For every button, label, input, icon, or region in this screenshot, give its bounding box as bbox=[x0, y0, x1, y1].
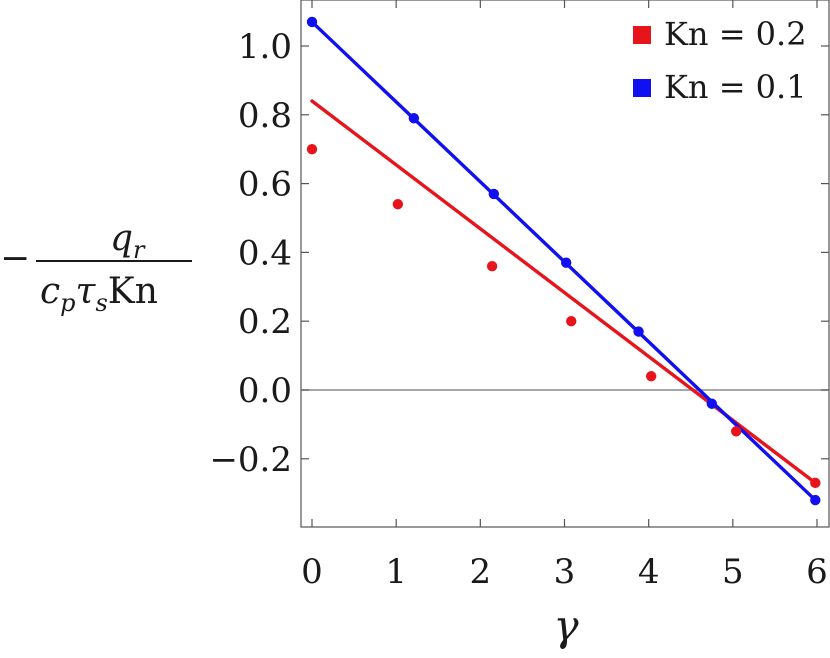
x-tick-label: 4 bbox=[638, 552, 660, 592]
y-label-denominator: cpτsKn bbox=[40, 271, 158, 317]
x-tick-label: 1 bbox=[385, 552, 407, 592]
data-point-kn-0.2 bbox=[731, 426, 742, 437]
axis-ticks: 0 1 2 3 4 5 6 −0.2 0.0 0.2 0.4 0.6 0.8 1.0 bbox=[209, 0, 829, 592]
y-label-numerator: qr bbox=[110, 218, 146, 264]
data-point-kn-0.1 bbox=[706, 398, 717, 409]
y-axis-label: − qr cpτsKn bbox=[0, 218, 192, 317]
data-point-kn-0.2 bbox=[566, 316, 577, 327]
fit-line-kn-0.2 bbox=[310, 99, 818, 485]
y-tick-label: 0.0 bbox=[238, 371, 292, 411]
data-point-kn-0.1 bbox=[633, 326, 644, 337]
x-tick-label: 3 bbox=[554, 552, 576, 592]
y-tick-label: 0.6 bbox=[238, 165, 292, 205]
legend-swatch-kn-0.1 bbox=[633, 79, 651, 97]
data-point-kn-0.2 bbox=[486, 260, 498, 272]
x-tick-label: 0 bbox=[301, 552, 323, 592]
x-tick-label: 6 bbox=[806, 552, 828, 592]
y-tick-label: −0.2 bbox=[209, 440, 292, 480]
legend: Kn = 0.2 Kn = 0.1 bbox=[633, 15, 807, 106]
data-point-kn-0.1 bbox=[810, 494, 821, 506]
data-point-kn-0.2 bbox=[810, 477, 821, 489]
legend-label-kn-0.2: Kn = 0.2 bbox=[664, 15, 807, 53]
y-tick-label: 0.4 bbox=[238, 233, 292, 273]
data-point-kn-0.1 bbox=[408, 113, 420, 124]
y-tick-label: 1.0 bbox=[238, 27, 292, 67]
y-tick-label: 0.8 bbox=[238, 96, 292, 136]
x-axis-label: γ bbox=[553, 601, 579, 650]
x-tick-label: 2 bbox=[470, 552, 492, 592]
data-point-kn-0.2 bbox=[306, 144, 318, 155]
data-point-kn-0.2 bbox=[645, 371, 657, 382]
legend-swatch-kn-0.2 bbox=[633, 26, 651, 44]
y-label-sign: − bbox=[0, 238, 30, 279]
data-point-kn-0.2 bbox=[392, 199, 404, 210]
data-point-kn-0.1 bbox=[488, 188, 499, 200]
data-point-kn-0.1 bbox=[560, 257, 572, 268]
y-tick-label: 0.2 bbox=[238, 302, 292, 342]
x-tick-label: 5 bbox=[722, 552, 744, 592]
data-point-kn-0.1 bbox=[306, 16, 318, 28]
legend-label-kn-0.1: Kn = 0.1 bbox=[664, 68, 807, 106]
data-points bbox=[306, 16, 821, 506]
